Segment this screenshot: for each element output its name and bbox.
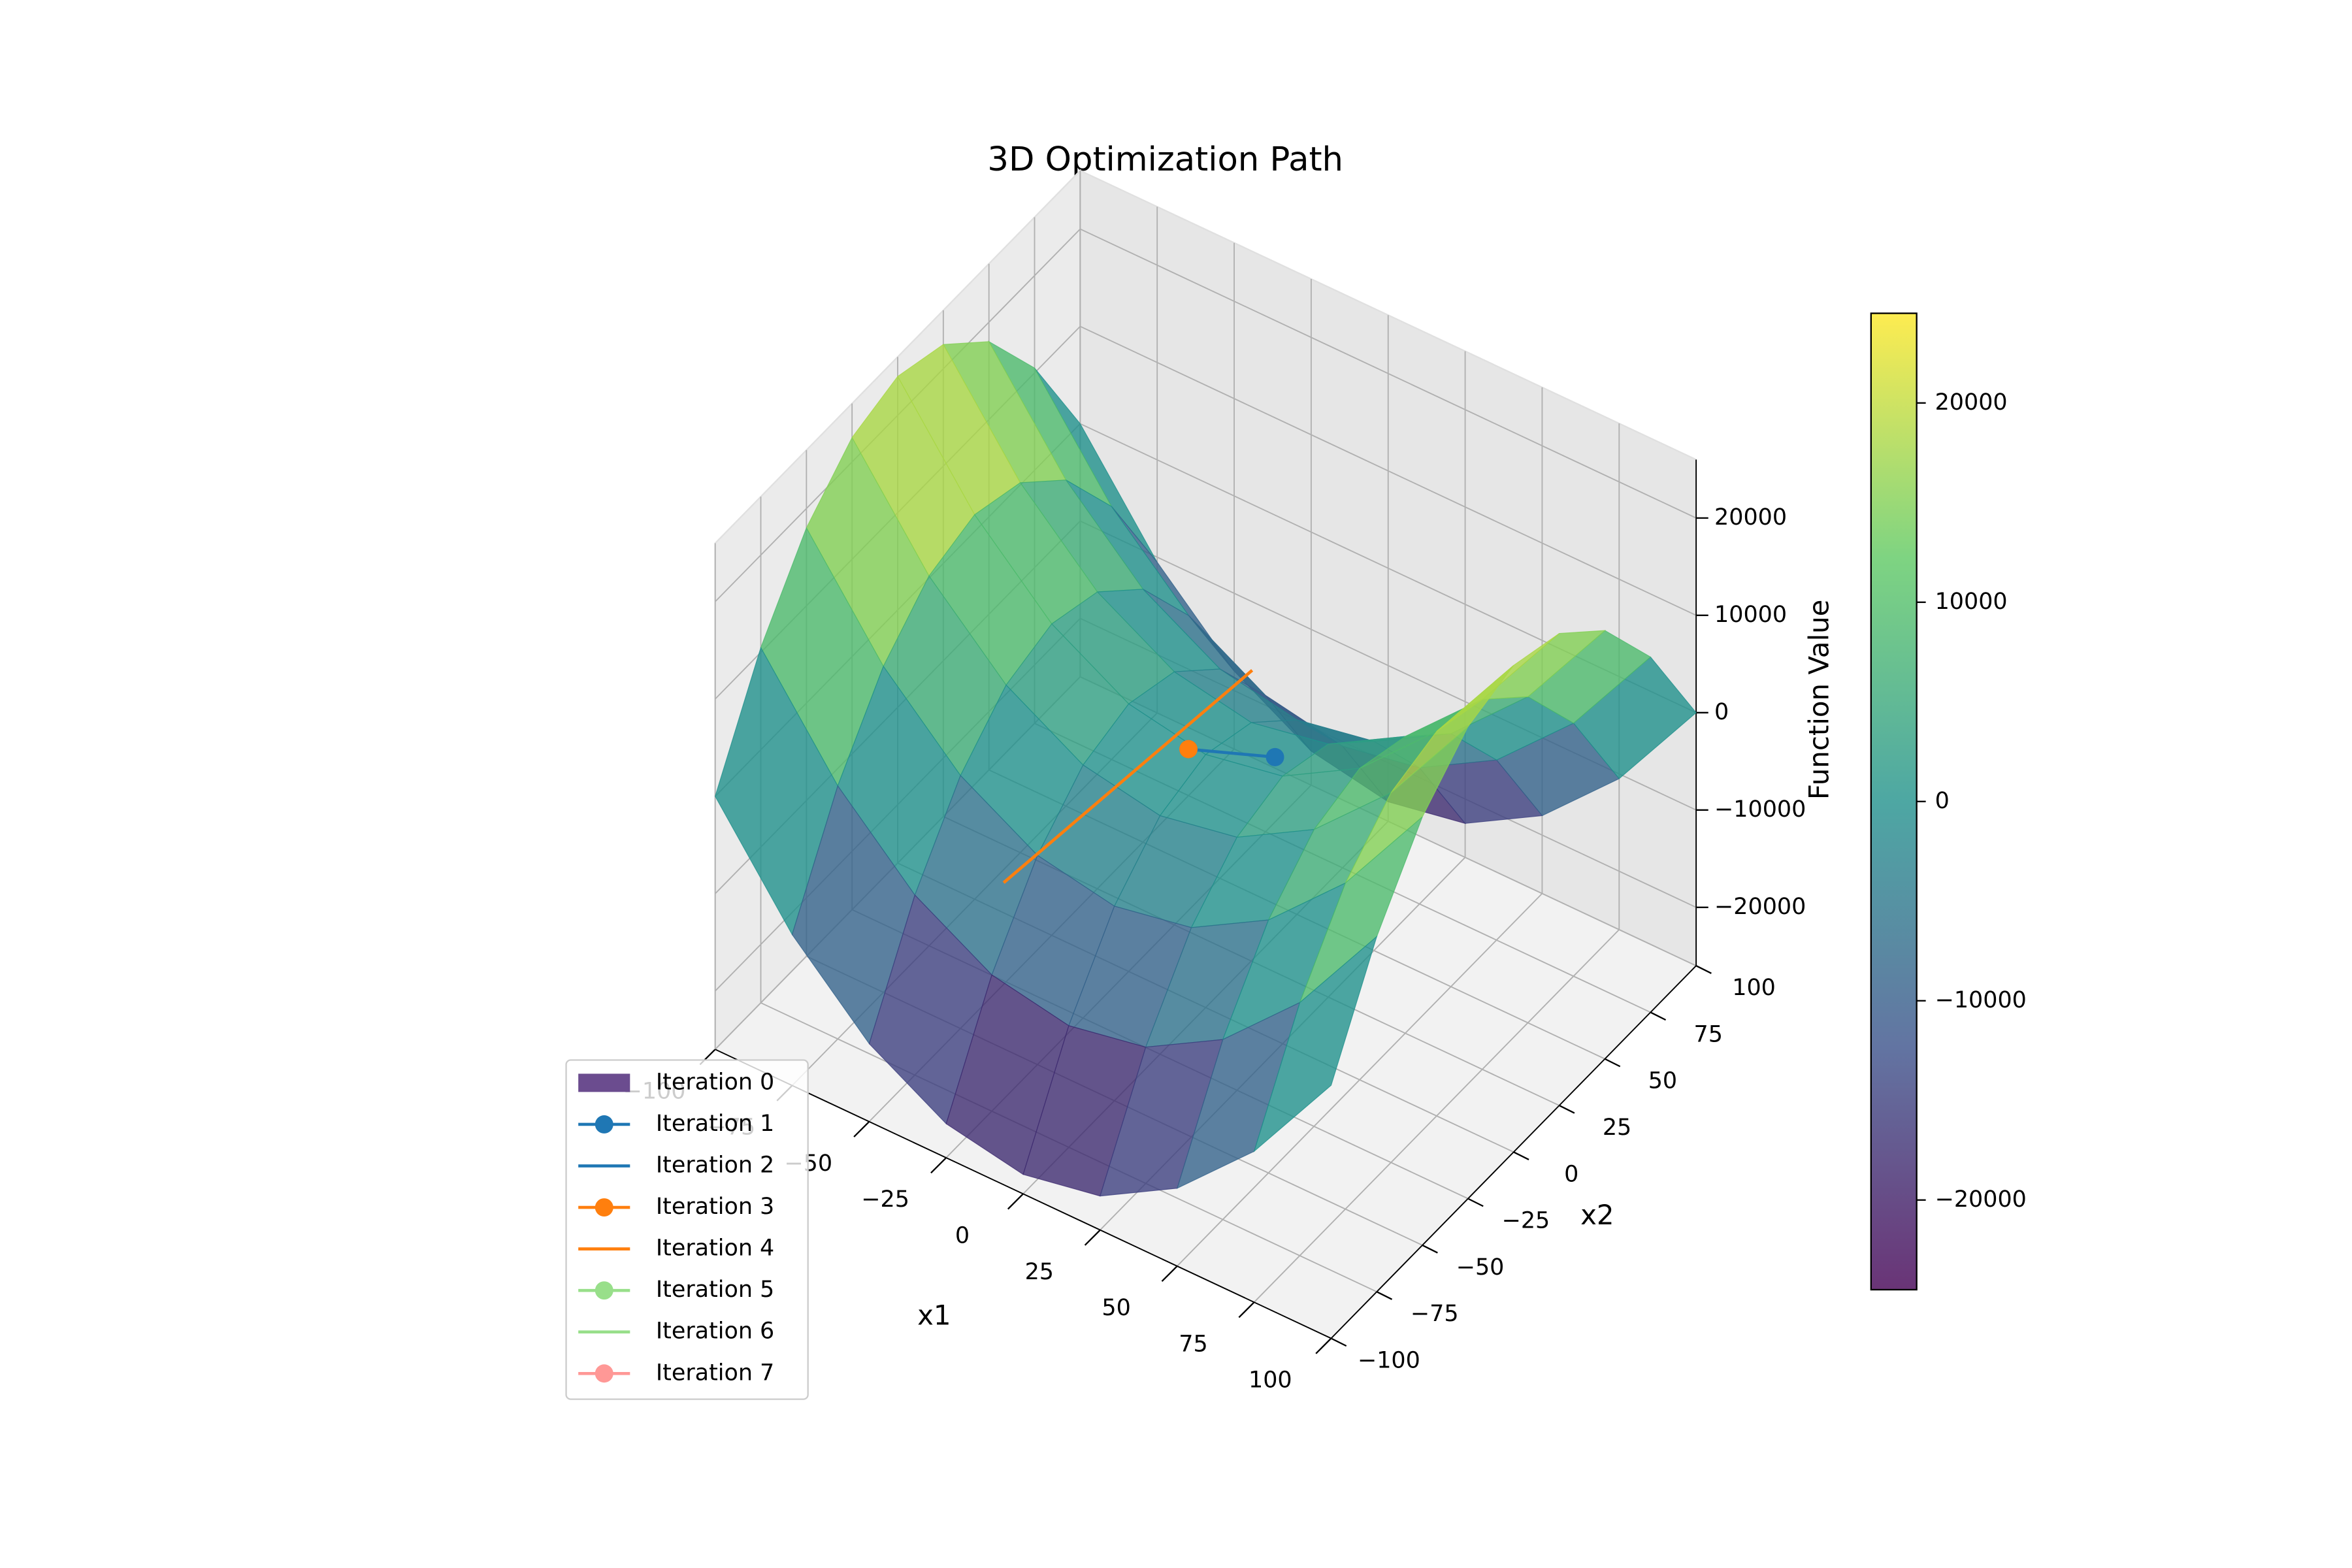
y-tick: [1422, 1244, 1438, 1254]
path-point: [1266, 747, 1284, 766]
legend-marker: [595, 1364, 613, 1383]
x-axis-label: x1: [917, 1299, 951, 1331]
path-line: [1188, 747, 1275, 759]
y-tick-label: 75: [1694, 1021, 1723, 1047]
y-tick-label: 50: [1648, 1068, 1677, 1094]
x-tick: [853, 1120, 870, 1137]
z-tick-label: −20000: [1714, 894, 1806, 920]
grid-line: [1079, 325, 1697, 616]
y-axis-label: x2: [1580, 1199, 1614, 1231]
x-tick-label: 50: [1102, 1295, 1130, 1321]
surface-cell: [1253, 935, 1378, 1152]
y-tick: [1695, 965, 1712, 974]
legend-label: Iteration 4: [656, 1235, 774, 1262]
z-tick-label: 10000: [1714, 602, 1787, 628]
colorbar-tick-label: −10000: [1935, 987, 2027, 1013]
y-tick-label: −25: [1502, 1208, 1550, 1234]
legend-marker: [595, 1281, 613, 1300]
y-tick: [1330, 1337, 1347, 1347]
legend-label: Iteration 0: [656, 1069, 774, 1095]
y-tick-label: −50: [1456, 1254, 1505, 1281]
x-tick-label: −25: [861, 1186, 909, 1213]
z-tick-label: 20000: [1714, 504, 1787, 531]
x-tick: [1084, 1229, 1101, 1246]
y-tick: [1650, 1011, 1667, 1021]
z-axis-label: Function Value: [1803, 600, 1835, 800]
legend-frame: [565, 1059, 809, 1400]
path-point: [1179, 740, 1198, 759]
grid-line: [1079, 228, 1697, 519]
y-tick-label: 25: [1603, 1115, 1631, 1141]
legend-swatch: [578, 1073, 630, 1092]
y-tick: [1513, 1151, 1529, 1161]
legend-label: Iteration 3: [656, 1194, 774, 1220]
z-tick-label: 0: [1714, 699, 1729, 725]
y-tick-label: 100: [1732, 975, 1776, 1001]
legend-label: Iteration 2: [656, 1152, 774, 1179]
axis-line: [715, 1049, 1331, 1339]
legend-marker: [595, 1198, 613, 1217]
legend-label: Iteration 1: [656, 1111, 774, 1137]
colorbar-tick-label: −20000: [1935, 1186, 2027, 1213]
x-tick: [930, 1157, 947, 1174]
colorbar-tick-label: 0: [1935, 788, 1950, 814]
legend-label: Iteration 7: [656, 1360, 774, 1386]
path-line: [1002, 669, 1254, 884]
axis-line: [1330, 965, 1697, 1339]
chart-title: 3D Optimization Path: [987, 140, 1343, 179]
y-tick: [1376, 1291, 1393, 1300]
x-tick: [1315, 1337, 1332, 1354]
y-tick-label: −100: [1358, 1347, 1420, 1373]
y-tick: [1467, 1198, 1484, 1207]
colorbar: [1870, 312, 1918, 1291]
legend-label: Iteration 6: [656, 1318, 774, 1345]
x-tick-label: 100: [1249, 1367, 1292, 1394]
legend: Iteration 0 Iteration 1 Iteration 2 Iterati…: [565, 1059, 809, 1400]
legend-label: Iteration 5: [656, 1277, 774, 1303]
y-tick: [1604, 1058, 1621, 1068]
y-tick: [1559, 1105, 1575, 1114]
z-tick-label: −10000: [1714, 796, 1806, 823]
legend-marker: [595, 1115, 613, 1134]
colorbar-tick-label: 10000: [1935, 589, 2008, 615]
x-tick: [1161, 1266, 1178, 1282]
x-tick-label: 75: [1179, 1331, 1207, 1357]
x-tick: [1007, 1193, 1024, 1210]
y-tick-label: 0: [1564, 1161, 1578, 1187]
y-tick-label: −75: [1411, 1301, 1459, 1327]
colorbar-tick-label: 20000: [1935, 389, 2008, 416]
x-tick-label: 0: [955, 1223, 970, 1249]
x-tick: [1238, 1301, 1255, 1318]
x-tick-label: 25: [1025, 1259, 1054, 1285]
